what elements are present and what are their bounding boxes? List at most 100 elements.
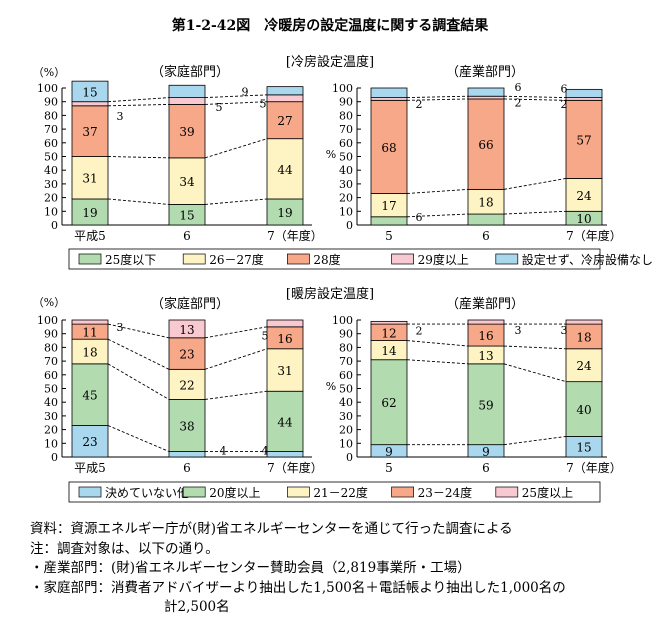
y-tick-label: 50 [339,383,353,396]
bar-segment [467,319,505,325]
connector-line [204,94,268,99]
bar-value-label: 27 [277,114,292,128]
bar-value-label: 39 [179,125,194,139]
bar-value-label: 57 [576,133,591,147]
legend-swatch [391,253,414,265]
legend-label: 26－27度 [209,252,264,267]
source-note: 資料：資源エネルギー庁が(財)省エネルギーセンターを通じて行った調査による [30,521,513,537]
connector-line [107,156,170,159]
y-tick-label: 10 [44,205,58,218]
bar-segment [370,359,408,446]
bar-value-label: 3 [515,324,522,337]
bar-value-label: 4 [220,444,227,457]
bar-value-label: 19 [82,206,97,220]
connector-line [107,198,170,205]
y-tick-label: 20 [44,192,58,205]
y-tick-label: 50 [44,383,58,396]
bar-segment [71,80,109,103]
bar-value-label: 31 [82,172,97,186]
bar-value-label: 5 [262,329,269,342]
bar-value-label: 11 [82,326,97,340]
bar-value-label: 5 [216,101,223,114]
connector-line [406,95,469,99]
bar-value-label: 3 [561,324,568,337]
bar-segment [467,213,505,226]
bar-value-label: 6 [561,82,568,95]
x-tick-label: 7（年度） [267,460,323,475]
legend-label: 20度以上 [209,485,260,500]
x-tick-label: 平成5 [74,229,106,243]
bar-value-label: 13 [478,349,493,363]
x-tick-label: 7（年度） [267,228,323,243]
legend-swatch [78,253,102,265]
bar-segment [71,105,109,157]
connector-line [107,97,170,103]
bar-segment [565,323,603,350]
bar-value-label: 2 [561,98,568,111]
bar-segment [467,363,505,446]
bar-segment [266,101,304,140]
x-tick-label: 7（年度） [566,228,622,243]
y-tick-label: 100 [332,314,353,327]
bar-segment [565,381,603,437]
chart-title: 第1-2-42図 冷暖房の設定温度に関する調査結果 [172,17,490,34]
bar-value-label: 2 [416,98,423,111]
bar-value-label: 59 [478,398,493,412]
bar-value-label: 9 [242,85,249,98]
connector-line [204,198,268,205]
bar-segment [71,338,109,365]
connector-line [503,95,567,99]
bar-value-label: 13 [179,323,194,337]
bar-segment [71,101,109,107]
y-tick-label: 90 [339,96,353,109]
y-tick-label: 90 [44,96,58,109]
bar-value-label: 66 [478,138,493,152]
bar-value-label: 40 [576,403,591,417]
x-tick-label: 6 [183,229,191,243]
bar-segment [565,178,603,212]
y-tick-label: 30 [44,410,58,423]
connector-line [107,323,170,339]
y-tick-label: 10 [339,205,353,218]
bar-value-label: 16 [478,329,493,343]
bar-value-label: 44 [277,163,293,177]
bar-value-label: 5 [260,97,267,110]
notes: 資料：資源エネルギー庁が(財)省エネルギーセンターを通じて行った調査による 注：… [30,520,566,618]
bar-segment [168,319,206,339]
bar-value-label: 31 [277,364,292,378]
bar-value-label: 9 [482,445,490,459]
bar-value-label: 4 [262,444,269,457]
bar-segment [565,88,603,98]
bar-value-label: 6 [416,211,423,224]
bar-segment [266,86,304,96]
household-note: ・家庭部門：消費者アドバイザーより抽出した1,500名＋電話帳より抽出した1,0… [30,579,566,596]
y-tick-label: 10 [339,437,353,450]
y-tick-label: 20 [339,424,353,437]
bar-segment [168,337,206,370]
y-tick-label: 100 [37,82,58,95]
bar-value-label: 2 [416,325,423,338]
legend-label: 25度以下 [105,252,156,267]
bar-value-label: 15 [82,85,97,99]
legend-swatch [287,253,310,265]
y-tick-label: 0 [346,219,353,232]
connector-line [107,338,170,370]
connector-line [406,188,469,194]
chart-heating_household [61,319,312,458]
y-tick-label: 80 [44,341,58,354]
bar-value-label: 17 [381,199,396,213]
y-tick-label: 60 [339,137,353,150]
y-tick-label: 30 [44,178,58,191]
connector-line [204,138,268,159]
x-tick-label: 5 [385,229,393,243]
connector-line [503,436,567,446]
connector-line [503,210,567,215]
bar-value-label: 34 [179,175,195,189]
bar-segment [266,138,304,200]
y-tick-label: 60 [44,369,58,382]
bar-segment [266,198,304,226]
chart-cooling_industry [356,87,607,226]
y-tick-label: 60 [44,137,58,150]
bar-value-label: 38 [179,419,194,433]
legend-swatch [287,486,310,498]
